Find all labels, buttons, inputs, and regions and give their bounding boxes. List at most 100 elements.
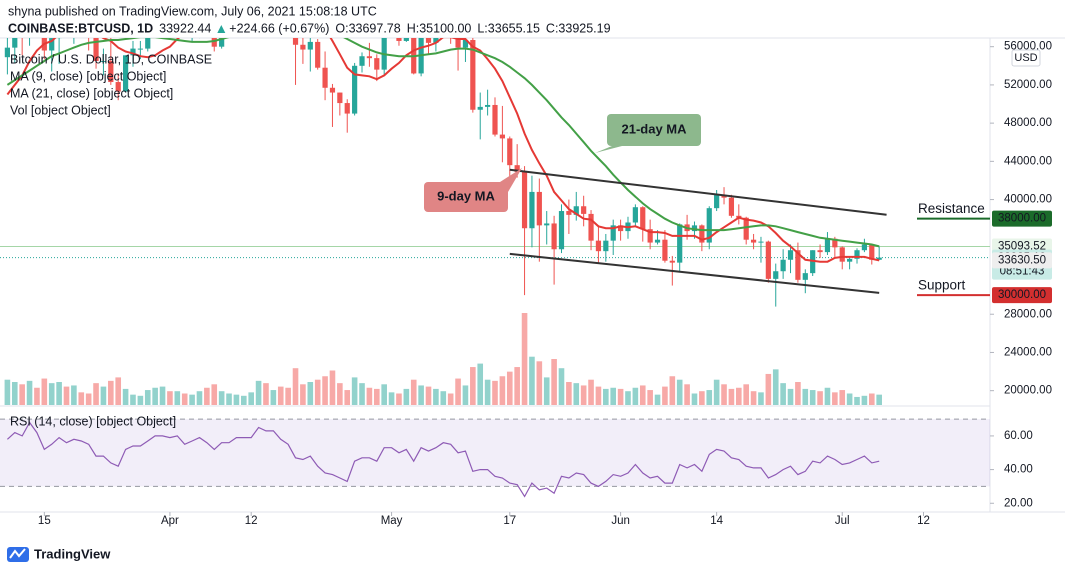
candle-body <box>344 103 350 114</box>
volume-bar <box>477 363 484 405</box>
volume-bar <box>743 384 749 405</box>
volume-bar <box>669 376 676 405</box>
candle-body <box>647 229 653 243</box>
candle-body <box>359 56 365 66</box>
candle-body <box>56 38 62 39</box>
volume-bar <box>543 377 550 405</box>
header-symbol: COINBASE:BTCUSD, 1D <box>8 21 153 35</box>
y-tick-label: 44000.00 <box>1004 155 1052 167</box>
volume-bar <box>388 392 395 405</box>
candle-body <box>795 250 801 280</box>
candle-body <box>839 247 845 262</box>
candle-body <box>743 217 749 240</box>
candle-body <box>588 213 594 241</box>
volume-bar <box>344 390 351 405</box>
price-box-label: 33630.50 <box>998 254 1046 266</box>
volume-bar <box>706 390 713 405</box>
volume-bar <box>588 379 594 405</box>
volume-bar <box>130 394 136 405</box>
volume-bar <box>300 384 306 405</box>
candle-body <box>706 208 712 243</box>
volume-bar <box>492 380 498 405</box>
candle-body <box>603 240 609 252</box>
candle-body <box>854 250 860 259</box>
legend-title: Bitcoin / U.S. Dollar, 1D, COINBASE <box>10 52 212 66</box>
callout-box <box>607 114 701 146</box>
candle-body <box>817 250 823 253</box>
x-tick-label: Jul <box>835 515 850 527</box>
x-tick-label: Apr <box>161 515 179 527</box>
y-tick-label: 48000.00 <box>1004 117 1052 129</box>
volume-bar <box>809 390 816 405</box>
x-tick-label: 15 <box>38 515 51 527</box>
candle-body <box>617 225 624 232</box>
x-tick-label: 14 <box>710 515 723 527</box>
candle-body <box>425 38 432 43</box>
y-tick-label: 20000.00 <box>1004 385 1052 397</box>
volume-bar <box>285 387 291 405</box>
callout-pointer <box>595 146 622 153</box>
volume-bar <box>108 380 114 405</box>
up-arrow <box>217 25 226 33</box>
candle-body <box>418 38 424 74</box>
price-box <box>992 210 1052 227</box>
volume-bar <box>558 368 565 405</box>
volume-bar <box>795 382 801 405</box>
volume-bar <box>654 394 661 405</box>
candle-body <box>12 38 18 48</box>
candle-body <box>669 260 675 263</box>
volume-bar <box>551 359 557 405</box>
price-box <box>992 287 1052 304</box>
currency-label: USD <box>1014 52 1037 64</box>
volume-bar <box>211 384 218 405</box>
candle-body <box>470 40 476 110</box>
rsi-band-fill <box>0 419 990 487</box>
candle-body <box>145 38 151 49</box>
volume-bar <box>351 377 358 405</box>
volume-bar <box>455 378 461 405</box>
volume-bar <box>713 379 720 405</box>
callout-box <box>424 182 508 212</box>
candle-body <box>558 211 565 250</box>
header-low: L:33655.15 <box>477 21 540 35</box>
volume-bar <box>100 386 107 405</box>
volume-bar <box>580 385 587 405</box>
candle-body <box>115 82 121 92</box>
candle-body <box>765 241 771 279</box>
byline: shyna published on TradingView.com, July… <box>8 4 377 18</box>
x-tick-label: 12 <box>917 515 930 527</box>
volume-bar <box>241 395 247 405</box>
volume-bar <box>817 391 823 405</box>
x-tick-label: Jun <box>611 515 630 527</box>
candle-body <box>869 244 875 260</box>
volume-bar <box>433 388 439 405</box>
volume-bar <box>765 373 772 405</box>
volume-bar <box>181 393 188 405</box>
volume-bar <box>189 394 195 405</box>
volume-bar <box>93 383 99 405</box>
volume-bar <box>832 392 838 405</box>
candle-body <box>374 58 380 70</box>
candle-body <box>551 223 557 250</box>
candle-body <box>122 55 129 92</box>
volume-bar <box>758 392 764 405</box>
header-price: 33922.44 <box>159 21 211 35</box>
y-tick-label: 40000.00 <box>1004 194 1052 206</box>
candle-body <box>130 48 136 56</box>
candle-body <box>566 211 572 215</box>
trend-line <box>509 252 880 294</box>
volume-bar <box>861 395 868 405</box>
candle-body <box>595 240 602 252</box>
candle-body <box>861 244 868 251</box>
volume-bar <box>647 390 653 405</box>
volume-bar <box>329 370 336 405</box>
volume-bar <box>41 378 48 405</box>
candle-body <box>477 106 483 110</box>
candle-body <box>352 65 358 114</box>
ma-line <box>6 38 880 263</box>
volume-bar <box>846 393 853 405</box>
candle-body <box>832 238 838 248</box>
volume-bar <box>63 386 70 405</box>
volume-bar <box>71 385 77 405</box>
volume-bar <box>617 388 624 405</box>
